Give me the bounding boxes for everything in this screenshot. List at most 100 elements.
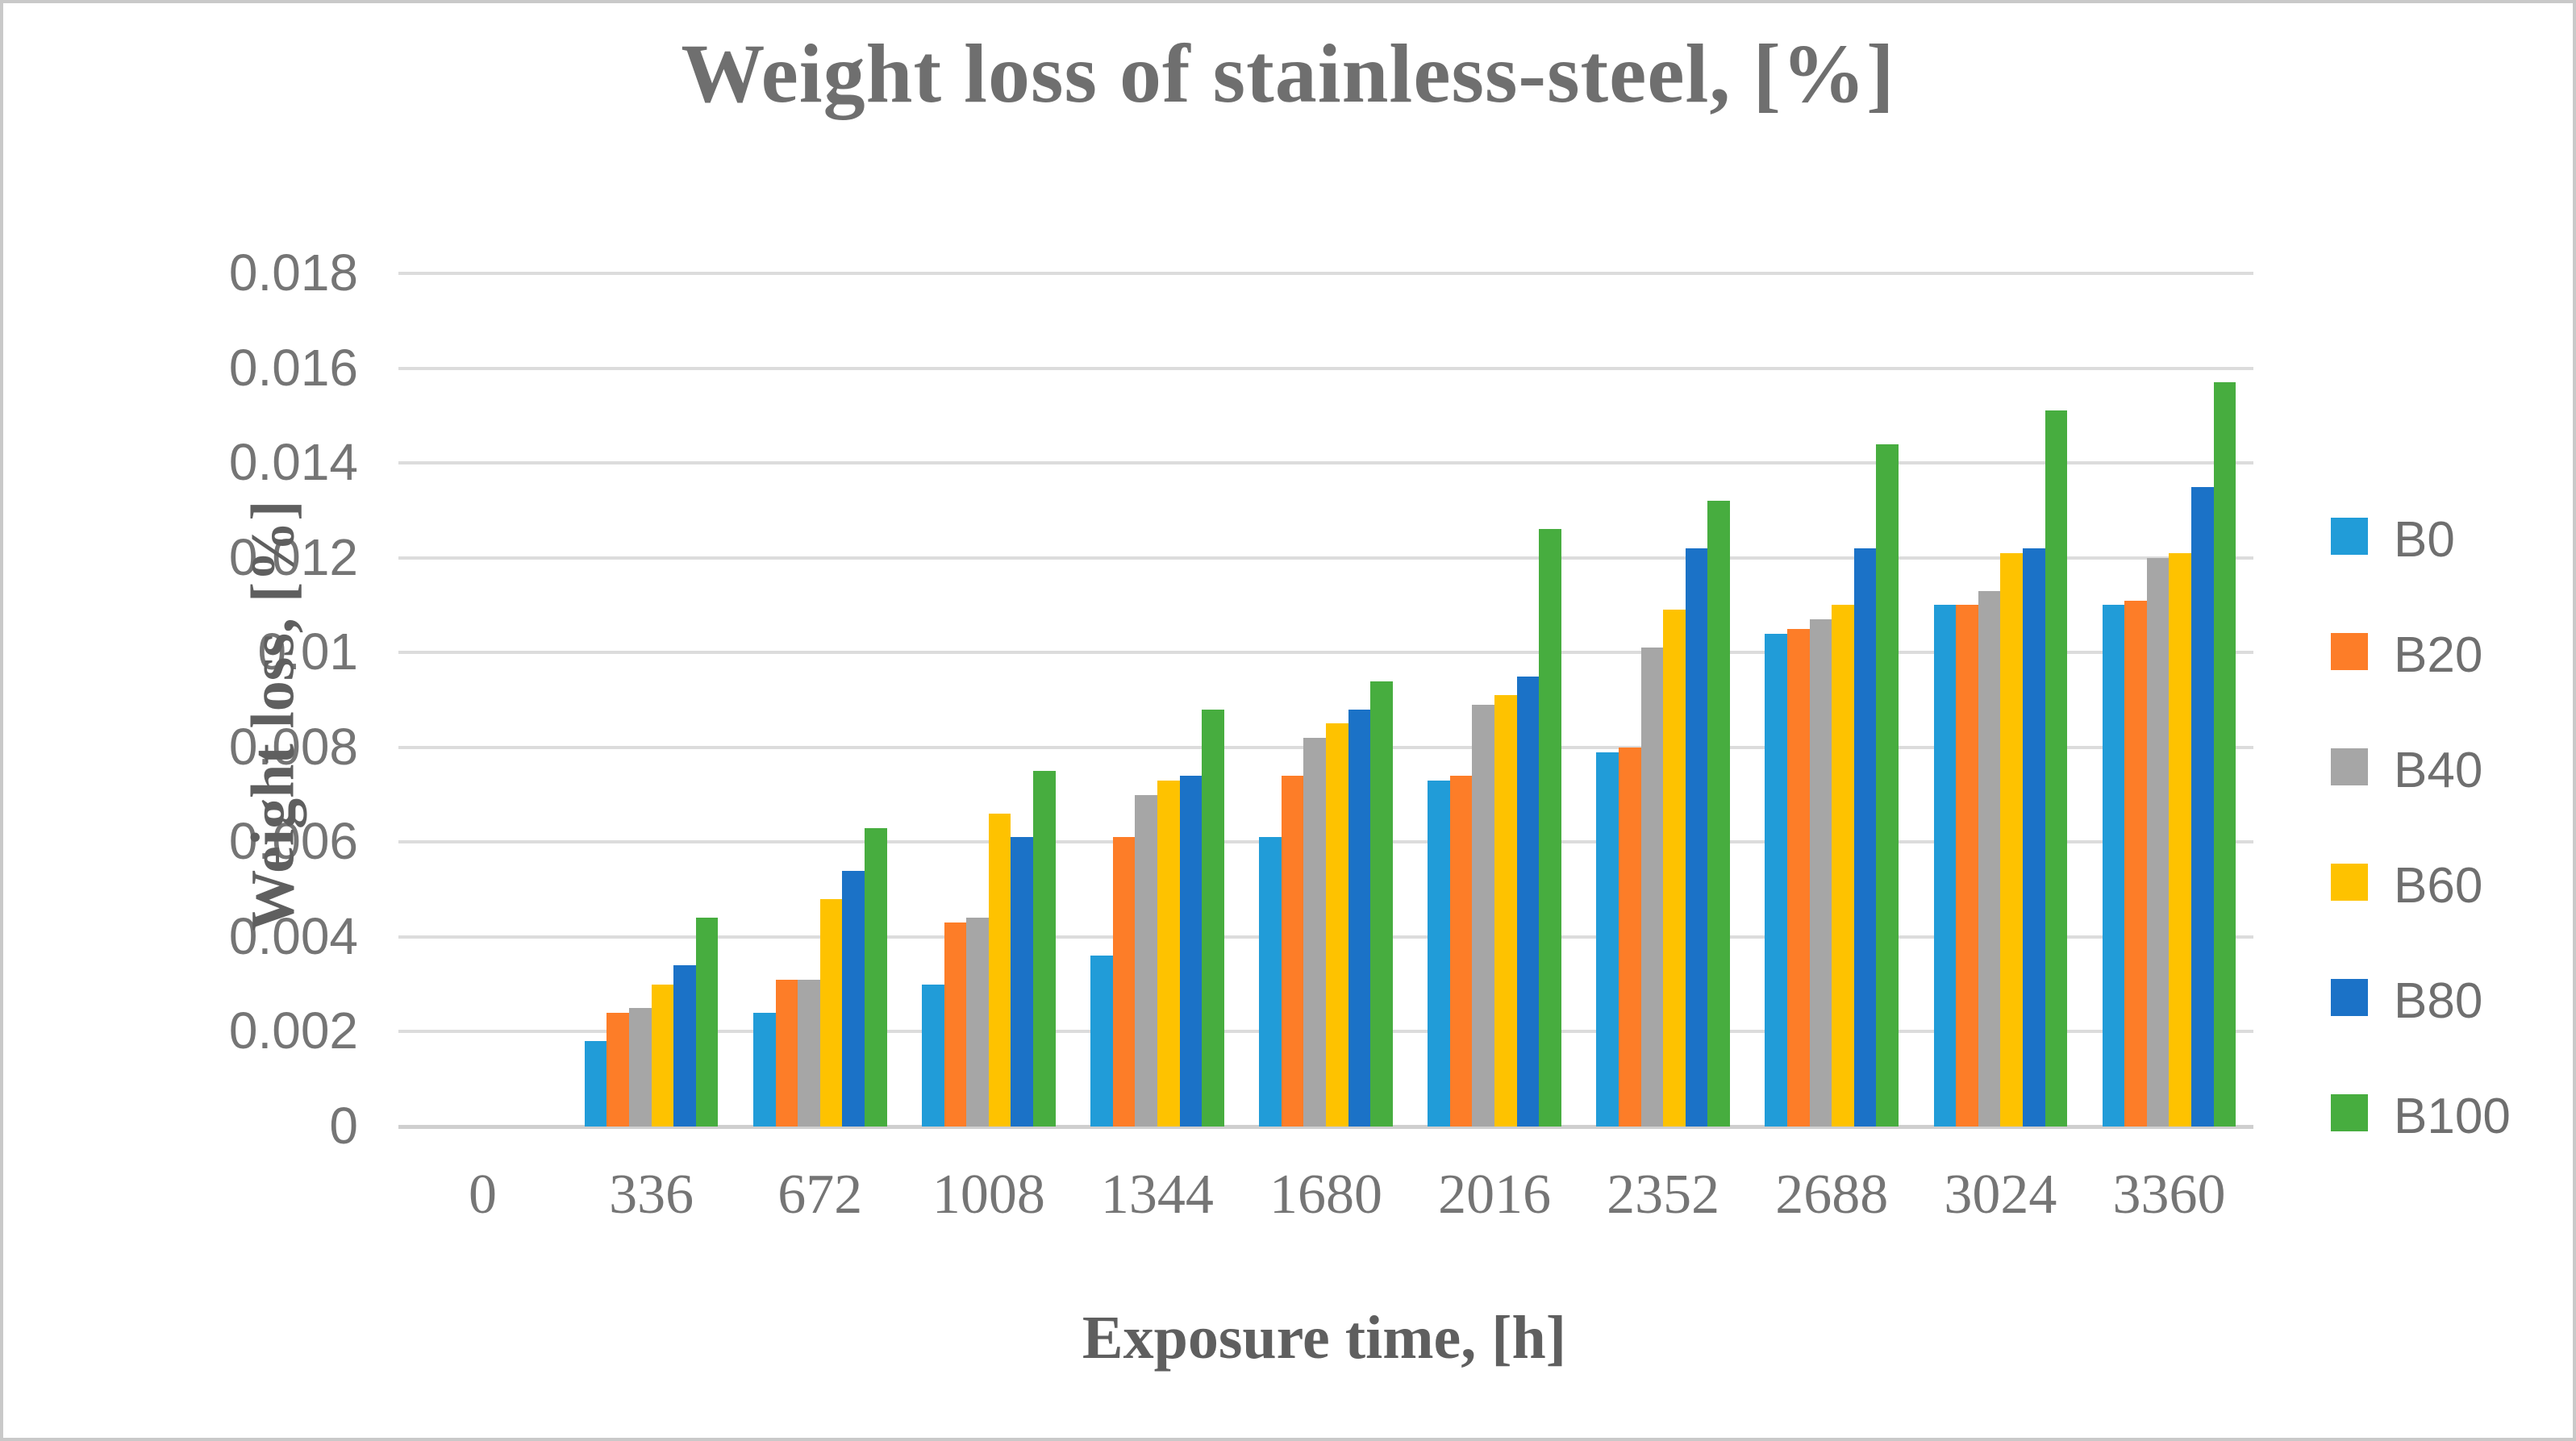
- bar-b20-1680: [1281, 776, 1304, 1127]
- bar-b80-3024: [2022, 548, 2045, 1127]
- bar-b80-1680: [1348, 709, 1371, 1127]
- gridline: [398, 651, 2253, 655]
- y-tick-label: 0.014: [228, 433, 358, 492]
- bar-b80-2016: [1516, 676, 1540, 1127]
- y-tick-label: 0.012: [228, 527, 358, 586]
- legend-swatch-b0: [2331, 518, 2368, 555]
- legend-swatch-b20: [2331, 633, 2368, 670]
- bar-b60-3024: [2000, 552, 2023, 1127]
- bar-b20-1344: [1112, 837, 1136, 1127]
- x-axis-title: Exposure time, [h]: [3, 1303, 2573, 1373]
- legend-label-b40: B40: [2394, 743, 2483, 798]
- bar-b20-2016: [1449, 776, 1473, 1127]
- x-tick-label: 3024: [1944, 1164, 2057, 1226]
- y-tick-label: 0.016: [228, 338, 358, 397]
- bar-b80-336: [673, 965, 696, 1127]
- bar-b80-2688: [1853, 548, 1877, 1127]
- x-axis-line: [398, 1125, 2253, 1129]
- bar-b40-2016: [1472, 704, 1495, 1127]
- legend-label-b60: B60: [2394, 858, 2483, 914]
- bar-b100-672: [864, 827, 887, 1127]
- legend-label-b20: B20: [2394, 627, 2483, 683]
- y-tick-label: 0: [329, 1097, 358, 1155]
- bar-b80-1344: [1179, 776, 1203, 1127]
- bar-b0-3024: [1933, 605, 1957, 1127]
- bar-b60-1344: [1157, 780, 1180, 1127]
- bar-b0-1008: [922, 984, 944, 1127]
- bar-b80-3360: [2191, 486, 2214, 1127]
- y-tick-label: 0.008: [228, 717, 358, 776]
- legend-label-b100: B100: [2394, 1089, 2511, 1144]
- bar-b40-2688: [1809, 619, 1832, 1127]
- bar-b80-1008: [1011, 837, 1033, 1127]
- legend-label-b80: B80: [2394, 973, 2483, 1029]
- bar-b20-336: [606, 1012, 630, 1127]
- bar-b60-2016: [1494, 695, 1517, 1127]
- chart-title: Weight loss of stainless-steel, [%]: [681, 27, 1895, 120]
- bar-b100-1680: [1370, 681, 1393, 1127]
- x-tick-label: 1344: [1100, 1164, 1214, 1226]
- bar-b0-1344: [1090, 956, 1113, 1127]
- bar-b40-672: [798, 979, 820, 1127]
- y-tick-label: 0.01: [257, 623, 358, 681]
- gridline: [398, 461, 2253, 465]
- bar-b80-2352: [1685, 548, 1708, 1127]
- gridline: [398, 556, 2253, 560]
- bar-b20-2688: [1787, 628, 1810, 1127]
- bar-b20-2352: [1618, 747, 1641, 1127]
- bar-b100-1008: [1033, 771, 1056, 1127]
- bar-b0-2352: [1596, 752, 1619, 1127]
- bar-b60-1680: [1326, 723, 1348, 1127]
- legend-swatch-b100: [2331, 1094, 2368, 1131]
- x-tick-label: 2688: [1775, 1164, 1889, 1226]
- x-tick-label: 3360: [2112, 1164, 2226, 1226]
- gridline: [398, 366, 2253, 370]
- plot-area: [398, 272, 2253, 1129]
- bar-b0-336: [584, 1041, 607, 1127]
- x-axis-title-text: Exposure time, [h]: [1082, 1304, 1567, 1372]
- x-tick-label: 2016: [1438, 1164, 1552, 1226]
- bar-b0-2016: [1428, 780, 1450, 1127]
- bar-b60-672: [819, 898, 843, 1127]
- bar-b100-1344: [1202, 709, 1224, 1127]
- bar-b40-3024: [1978, 590, 2001, 1127]
- legend-swatch-b40: [2331, 748, 2368, 785]
- bar-b20-3360: [2124, 600, 2147, 1127]
- x-tick-label: 0: [469, 1164, 498, 1226]
- legend-swatch-b80: [2331, 979, 2368, 1016]
- x-tick-label: 672: [777, 1164, 863, 1226]
- bar-b80-672: [842, 870, 865, 1127]
- x-tick-label: 336: [609, 1164, 694, 1226]
- bar-b40-336: [629, 1008, 652, 1127]
- bar-b0-1680: [1259, 837, 1282, 1127]
- bar-b40-1680: [1303, 738, 1326, 1127]
- bar-b40-1344: [1135, 794, 1157, 1127]
- y-tick-label: 0.006: [228, 812, 358, 871]
- bar-b0-3360: [2102, 605, 2125, 1127]
- bar-b60-336: [651, 984, 674, 1127]
- bar-b60-1008: [988, 814, 1011, 1127]
- bar-b60-3360: [2169, 552, 2192, 1127]
- legend-swatch-b60: [2331, 864, 2368, 901]
- bar-b60-2352: [1663, 610, 1686, 1127]
- bar-b40-1008: [966, 918, 989, 1127]
- bar-b40-2352: [1640, 648, 1664, 1127]
- bar-b100-336: [695, 918, 719, 1127]
- y-tick-label: 0.018: [228, 244, 358, 302]
- gridline: [398, 272, 2253, 275]
- bar-b60-2688: [1832, 605, 1854, 1127]
- bar-b100-2016: [1539, 529, 1561, 1127]
- bar-b0-2688: [1765, 633, 1788, 1127]
- bar-b20-1008: [944, 922, 967, 1127]
- bar-b100-3360: [2213, 382, 2236, 1127]
- legend-label-b0: B0: [2394, 512, 2455, 568]
- bar-b100-2352: [1707, 501, 1730, 1127]
- bar-b20-672: [775, 979, 798, 1127]
- bar-b100-2688: [1876, 444, 1899, 1127]
- bar-b0-672: [752, 1012, 776, 1127]
- x-tick-label: 1008: [932, 1164, 1045, 1226]
- y-axis-title: Weight loss, [%]: [239, 500, 307, 931]
- x-tick-label: 1680: [1269, 1164, 1382, 1226]
- y-tick-label: 0.002: [228, 1002, 358, 1060]
